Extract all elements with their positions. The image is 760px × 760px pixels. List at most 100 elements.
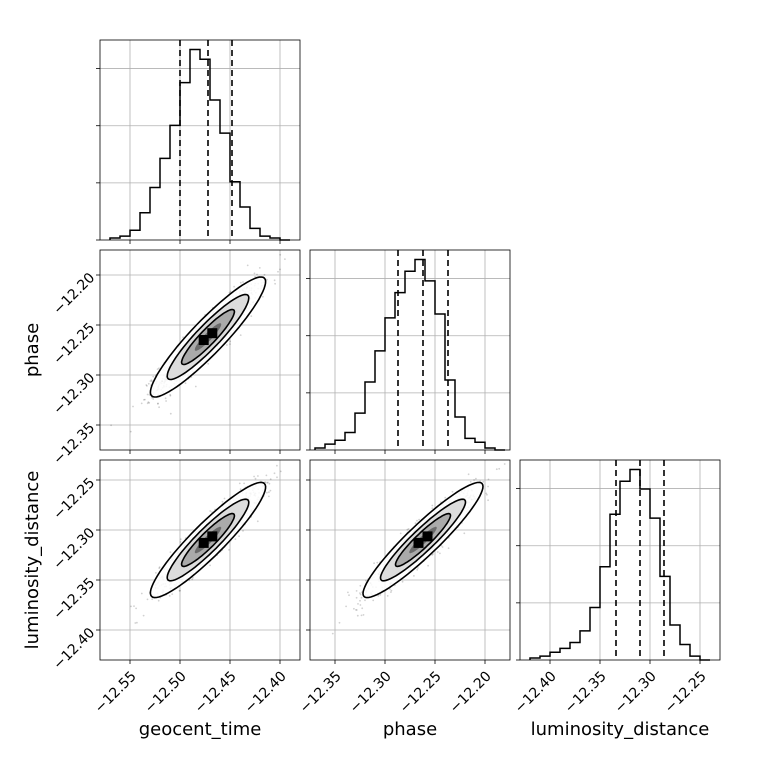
scatter-point xyxy=(226,344,228,346)
scatter-point xyxy=(279,268,281,271)
scatter-point xyxy=(467,473,470,476)
scatter-point xyxy=(482,480,485,483)
scatter-point xyxy=(447,547,450,550)
scatter-point xyxy=(254,477,257,480)
scatter-point xyxy=(401,580,404,583)
scatter-point xyxy=(377,595,380,597)
scatter-point xyxy=(486,493,488,496)
scatter-point xyxy=(229,290,232,293)
scatter-point xyxy=(469,480,472,483)
scatter-point xyxy=(331,632,334,635)
density-peak-1 xyxy=(422,531,433,542)
contour-1 xyxy=(379,498,467,582)
scatter-point xyxy=(355,609,358,611)
x-axis-label-geocent_time: geocent_time xyxy=(139,719,262,740)
scatter-point xyxy=(399,532,402,535)
scatter-point xyxy=(361,607,364,610)
scatter-point xyxy=(268,491,270,494)
scatter-point xyxy=(146,393,149,396)
x-tick-label-luminosity_distance: −12.35 xyxy=(562,668,610,716)
x-tick-label-geocent_time: −12.50 xyxy=(142,668,190,716)
scatter-point xyxy=(223,497,226,500)
scatter-point xyxy=(417,567,419,569)
scatter-point xyxy=(221,500,224,503)
scatter-point xyxy=(184,382,187,385)
scatter-point xyxy=(359,584,362,587)
scatter-point xyxy=(487,499,489,502)
scatter-point xyxy=(169,394,172,397)
density-peak-1 xyxy=(207,328,218,339)
panel-frame-diag-luminosity_distance xyxy=(519,459,721,661)
scatter-point xyxy=(149,380,152,382)
scatter-point xyxy=(359,592,361,594)
y-tick-label-luminosity_distance: −12.40 xyxy=(50,625,98,673)
scatter-point xyxy=(145,384,148,386)
scatter-point xyxy=(148,402,151,404)
scatter-point xyxy=(257,475,259,477)
y-tick-label-phase: −12.25 xyxy=(50,320,98,368)
scatter-point xyxy=(150,379,153,381)
scatter-point xyxy=(473,479,475,481)
contour-0 xyxy=(362,481,484,599)
x-axis-label-luminosity_distance: luminosity_distance xyxy=(531,719,710,740)
scatter-point xyxy=(439,552,441,555)
scatter-point xyxy=(239,281,242,284)
scatter-point xyxy=(140,592,143,595)
scatter-point xyxy=(191,578,194,581)
scatter-point xyxy=(269,489,272,492)
scatter-point xyxy=(146,402,149,405)
scatter-point xyxy=(487,478,490,481)
scatter-point xyxy=(364,599,366,602)
density-peak-0 xyxy=(198,537,209,548)
scatter-point xyxy=(146,385,148,387)
scatter-point xyxy=(228,549,230,551)
scatter-point xyxy=(158,567,161,570)
scatter-point xyxy=(444,496,447,499)
scatter-point xyxy=(135,607,138,610)
scatter-point xyxy=(142,614,145,617)
y-tick-label-phase: −12.35 xyxy=(50,420,98,468)
scatter-point xyxy=(158,566,161,568)
scatter-point xyxy=(418,518,420,521)
contour-1 xyxy=(166,293,250,381)
scatter-point xyxy=(168,595,171,597)
scatter-point xyxy=(356,614,359,617)
scatter-point xyxy=(413,575,415,577)
scatter-point xyxy=(389,588,391,590)
scatter-point xyxy=(487,485,489,488)
y-axis-label-phase: phase xyxy=(22,323,43,377)
scatter-point xyxy=(209,510,212,512)
scatter-point xyxy=(353,607,355,610)
y-tick-label-luminosity_distance: −12.25 xyxy=(50,475,98,523)
scatter-point xyxy=(485,492,488,495)
scatter-point xyxy=(151,598,154,601)
scatter-point xyxy=(194,385,197,388)
scatter-point xyxy=(242,281,244,283)
histogram-phase xyxy=(314,258,505,451)
scatter-point xyxy=(110,424,112,427)
scatter-point xyxy=(207,362,210,365)
scatter-point xyxy=(246,264,249,267)
scatter-point xyxy=(151,380,153,383)
scatter-point xyxy=(390,589,393,592)
scatter-point xyxy=(355,590,358,592)
scatter-point xyxy=(254,275,256,278)
scatter-point xyxy=(273,279,276,282)
panel-frame-phase-luminosity_distance xyxy=(309,459,511,661)
scatter-point xyxy=(269,478,272,481)
panel-frame-geocent_time-luminosity_distance xyxy=(99,459,301,661)
scatter-point xyxy=(365,579,367,582)
scatter-point xyxy=(262,295,264,298)
scatter-point xyxy=(158,367,160,370)
scatter-point xyxy=(294,439,296,441)
scatter-point xyxy=(498,467,501,470)
scatter-point xyxy=(431,554,434,556)
scatter-point xyxy=(179,538,182,541)
density-peak-1 xyxy=(207,531,218,542)
scatter-point xyxy=(359,599,361,602)
scatter-point xyxy=(209,564,212,567)
x-tick-label-geocent_time: −12.40 xyxy=(242,668,290,716)
contour-2 xyxy=(180,308,236,366)
x-tick-label-phase: −12.25 xyxy=(397,668,445,716)
